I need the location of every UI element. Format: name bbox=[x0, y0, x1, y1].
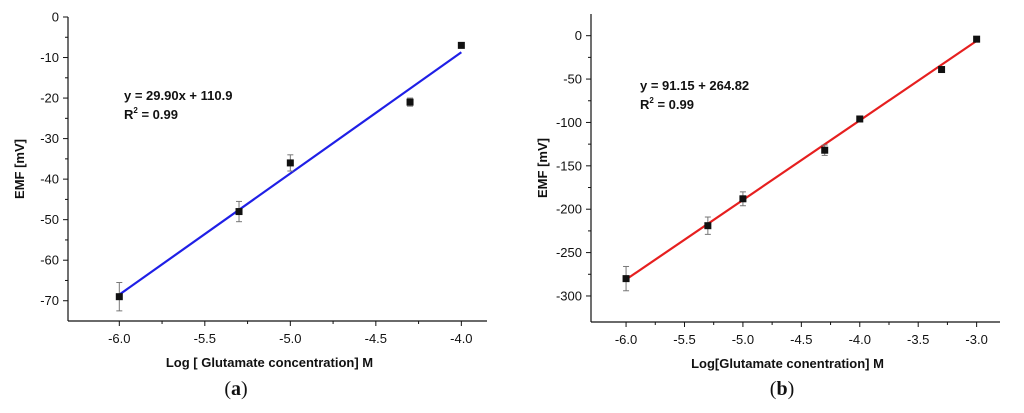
chart-a-ytick-label: -30 bbox=[40, 131, 59, 146]
chart-a-data-point bbox=[286, 159, 294, 167]
chart-b-ytick-label: -300 bbox=[556, 288, 582, 303]
chart-a-xtick-label: -5.0 bbox=[279, 331, 301, 346]
chart-b-data-point bbox=[622, 275, 630, 283]
chart-a-ytick-label: -50 bbox=[40, 212, 59, 227]
caption-b: (b) bbox=[752, 378, 812, 401]
chart-a-data-point bbox=[235, 208, 243, 216]
caption-a-close: ) bbox=[241, 378, 248, 400]
chart-a-xtick-label: -5.5 bbox=[194, 331, 216, 346]
chart-b-xtick-label: -5.5 bbox=[673, 332, 695, 347]
chart-b-data-point bbox=[973, 35, 981, 43]
chart-a-xlabel: Log [ Glutamate concentration] M bbox=[166, 355, 373, 370]
chart-a-ytick-label: -60 bbox=[40, 253, 59, 268]
chart-a-fit-line bbox=[118, 51, 462, 296]
chart-panel-b: 0 -50 -100 -150 -200 -250 -300 -6.0 -5.5 -5.0 -4.5… bbox=[512, 0, 1024, 413]
chart-b-r-squared-value: = 0.99 bbox=[654, 97, 694, 112]
chart-a-ytick-label: -10 bbox=[40, 50, 59, 65]
chart-panel-a: 0 -10 -20 -30 -40 -50 -60 -70 -6.0 -5.5 -5.0 -4.5 -4… bbox=[12, 10, 487, 401]
caption-b-close: ) bbox=[787, 378, 795, 400]
chart-b-ytick-label: -200 bbox=[556, 202, 582, 217]
chart-a-equation: y = 29.90x + 110.9 bbox=[124, 88, 232, 103]
chart-a-r-squared-value: = 0.99 bbox=[138, 107, 178, 122]
chart-a-xtick-label: -4.5 bbox=[365, 331, 387, 346]
chart-b-xtick-label: -5.0 bbox=[732, 332, 754, 347]
chart-b-ytick-label: -100 bbox=[556, 115, 582, 130]
chart-b-data-point bbox=[739, 195, 747, 203]
chart-b-xlabel: Log[Glutamate conentration] M bbox=[691, 356, 884, 371]
chart-b-ytick-label: -150 bbox=[556, 158, 582, 173]
chart-a-ytick-label: -40 bbox=[40, 172, 59, 187]
chart-a-xtick-label: -4.0 bbox=[450, 331, 472, 346]
chart-b-xtick-label: -3.0 bbox=[965, 332, 987, 347]
chart-a-ytick-label: -20 bbox=[40, 91, 59, 106]
chart-a-ytick-label: 0 bbox=[52, 10, 59, 25]
caption-a-open: ( bbox=[224, 378, 231, 400]
chart-a-data-point bbox=[115, 293, 123, 301]
chart-a-ylabel: EMF [mV] bbox=[12, 139, 27, 199]
caption-a-letter: a bbox=[231, 378, 241, 400]
chart-b-data-point bbox=[821, 146, 829, 154]
chart-b-ytick-label: -50 bbox=[563, 72, 582, 87]
chart-a-r-squared-r: R bbox=[124, 107, 134, 122]
caption-b-letter: b bbox=[776, 378, 788, 400]
chart-b-svg: 0 -50 -100 -150 -200 -250 -300 -6.0 -5.5 -5.0 -4.5… bbox=[535, 14, 1000, 371]
chart-b-ylabel: EMF [mV] bbox=[535, 138, 550, 198]
chart-a-r-squared: R2 = 0.99 bbox=[124, 106, 178, 122]
chart-b-r-squared-sup: 2 bbox=[649, 96, 654, 105]
chart-b-equation: y = 91.15 + 264.82 bbox=[640, 78, 749, 93]
chart-b-data-point bbox=[856, 115, 864, 123]
caption-a: (a) bbox=[206, 378, 266, 401]
chart-a-data-point bbox=[457, 41, 465, 49]
chart-b-r-squared: R2 = 0.99 bbox=[640, 96, 694, 112]
chart-a-ytick-label: -70 bbox=[40, 293, 59, 308]
chart-a-xtick-label: -6.0 bbox=[108, 331, 130, 346]
chart-a-data-point bbox=[406, 98, 414, 106]
chart-b-xtick-label: -4.5 bbox=[790, 332, 812, 347]
chart-a-r-squared-sup: 2 bbox=[133, 106, 138, 115]
chart-a-svg: 0 -10 -20 -30 -40 -50 -60 -70 -6.0 -5.5 -5.0 -4.5 -4… bbox=[12, 10, 487, 370]
chart-b-ytick-label: 0 bbox=[575, 28, 582, 43]
chart-b-xtick-label: -4.0 bbox=[849, 332, 871, 347]
chart-b-fit-line bbox=[625, 39, 978, 281]
chart-b-data-point bbox=[704, 222, 712, 230]
caption-b-open: ( bbox=[769, 378, 777, 400]
chart-b-r-squared-r: R bbox=[640, 97, 650, 112]
chart-b-ytick-label: -250 bbox=[556, 245, 582, 260]
chart-b-data-point bbox=[938, 66, 946, 74]
chart-b-xtick-label: -3.5 bbox=[907, 332, 929, 347]
chart-b-xtick-label: -6.0 bbox=[615, 332, 637, 347]
